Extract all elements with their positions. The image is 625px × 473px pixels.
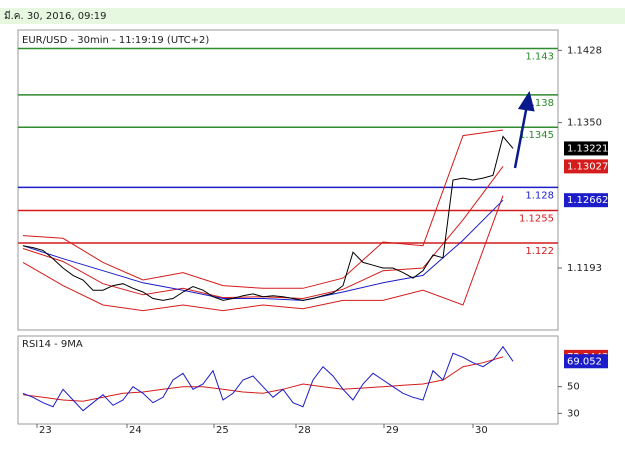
x-tick-label: 24	[129, 425, 142, 436]
last-value-box	[564, 141, 608, 156]
y-tick-label: 1.1193	[567, 263, 602, 274]
series-line	[22, 135, 514, 301]
last-value-box	[564, 193, 608, 208]
last-value-label: 1.13221	[567, 143, 608, 154]
y-tick-label: 1.1428	[567, 45, 602, 56]
x-tick-label: 29	[386, 425, 399, 436]
last-value-label: 69.052	[567, 356, 602, 367]
price-panel	[17, 29, 559, 331]
y-tick-label: 1.1350	[567, 118, 602, 129]
header-date: มี.ค. 30, 2016, 09:19	[4, 10, 107, 22]
series-line	[22, 199, 504, 301]
header-bar	[0, 8, 625, 24]
last-value-box	[564, 159, 608, 174]
series-line	[22, 129, 504, 289]
x-tick-label: 28	[298, 425, 311, 436]
series-line	[22, 356, 504, 402]
level-label: 1.1345	[519, 130, 554, 141]
x-tick-label: 30	[475, 425, 488, 436]
price-title: EUR/USD - 30min - 11:19:19 (UTC+2)	[22, 35, 209, 46]
level-label: 1.1255	[519, 214, 554, 225]
rsi-title: RSI14 - 9MA	[22, 339, 83, 350]
level-label: 1.128	[525, 190, 554, 201]
rsi-panel	[17, 335, 559, 425]
level-label: 1.122	[525, 246, 554, 257]
series-line	[22, 195, 504, 312]
level-label: 1.138	[525, 98, 554, 109]
series-line	[22, 345, 514, 412]
last-value-box	[564, 354, 608, 369]
x-tick-label: 23	[39, 425, 52, 436]
forecast-arrow	[513, 90, 535, 169]
y-tick-label: 50	[567, 382, 580, 393]
level-label: 1.143	[525, 52, 554, 63]
last-value-label: 1.12662	[567, 195, 608, 206]
x-tick-label: 25	[216, 425, 229, 436]
last-value-label: 1.13027	[567, 161, 608, 172]
y-tick-label: 30	[567, 408, 580, 419]
